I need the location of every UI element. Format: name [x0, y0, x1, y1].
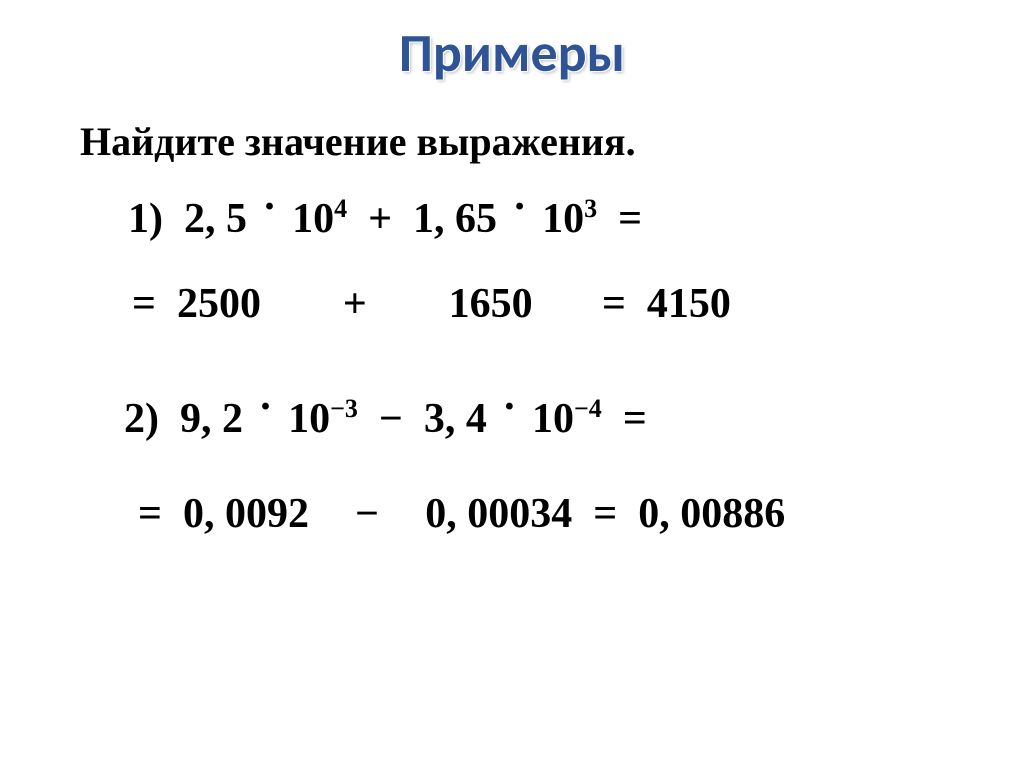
eq2-res-op: − [355, 491, 379, 537]
equals-sign: = [593, 491, 617, 537]
eq1-res-op: + [343, 281, 367, 327]
mult-dot-icon: · [508, 183, 532, 231]
subtitle: Найдите значение выражения. [80, 118, 636, 165]
title: Примеры [0, 20, 1024, 86]
slide: Примеры Найдите значение выражения. 1) 2… [0, 0, 1024, 767]
equation-2-line-2: = 0, 0092 − 0, 00034 = 0, 00886 [138, 490, 785, 538]
equals-sign: = [132, 281, 156, 327]
eq1-result: 4150 [647, 281, 731, 327]
eq2-number: 2) [124, 396, 159, 442]
mult-dot-icon: · [258, 183, 282, 231]
eq1-b-base: 10 [542, 196, 584, 242]
equation-1-line-2: = 2500 + 1650 = 4150 [132, 280, 731, 328]
eq1-a-coef: 2, 5 [184, 196, 247, 242]
eq1-op: + [368, 196, 392, 242]
equation-2-line-1: 2) 9, 2 · 10−3 − 3, 4 · 10−4 = [124, 395, 647, 443]
eq2-a-base: 10 [288, 396, 330, 442]
equation-1-line-1: 1) 2, 5 · 104 + 1, 65 · 103 = [128, 195, 642, 243]
equals-sign: = [618, 196, 642, 242]
eq2-res-b: 0, 00034 [425, 491, 572, 537]
eq1-a-exp: 4 [334, 194, 347, 223]
eq2-a-exp: −3 [330, 394, 358, 423]
mult-dot-icon: · [497, 383, 521, 431]
eq2-op: − [379, 396, 403, 442]
eq2-result: 0, 00886 [638, 491, 785, 537]
eq1-res-b: 1650 [449, 281, 533, 327]
eq1-number: 1) [128, 196, 163, 242]
eq2-a-coef: 9, 2 [180, 396, 243, 442]
equals-sign: = [138, 491, 162, 537]
equals-sign: = [602, 281, 626, 327]
mult-dot-icon: · [254, 383, 278, 431]
eq2-res-a: 0, 0092 [183, 491, 309, 537]
eq2-b-exp: −4 [574, 394, 602, 423]
eq1-res-a: 2500 [177, 281, 261, 327]
equals-sign: = [623, 396, 647, 442]
eq1-b-exp: 3 [584, 194, 597, 223]
eq1-a-base: 10 [292, 196, 334, 242]
eq2-b-coef: 3, 4 [424, 396, 487, 442]
eq1-b-coef: 1, 65 [413, 196, 497, 242]
eq2-b-base: 10 [532, 396, 574, 442]
